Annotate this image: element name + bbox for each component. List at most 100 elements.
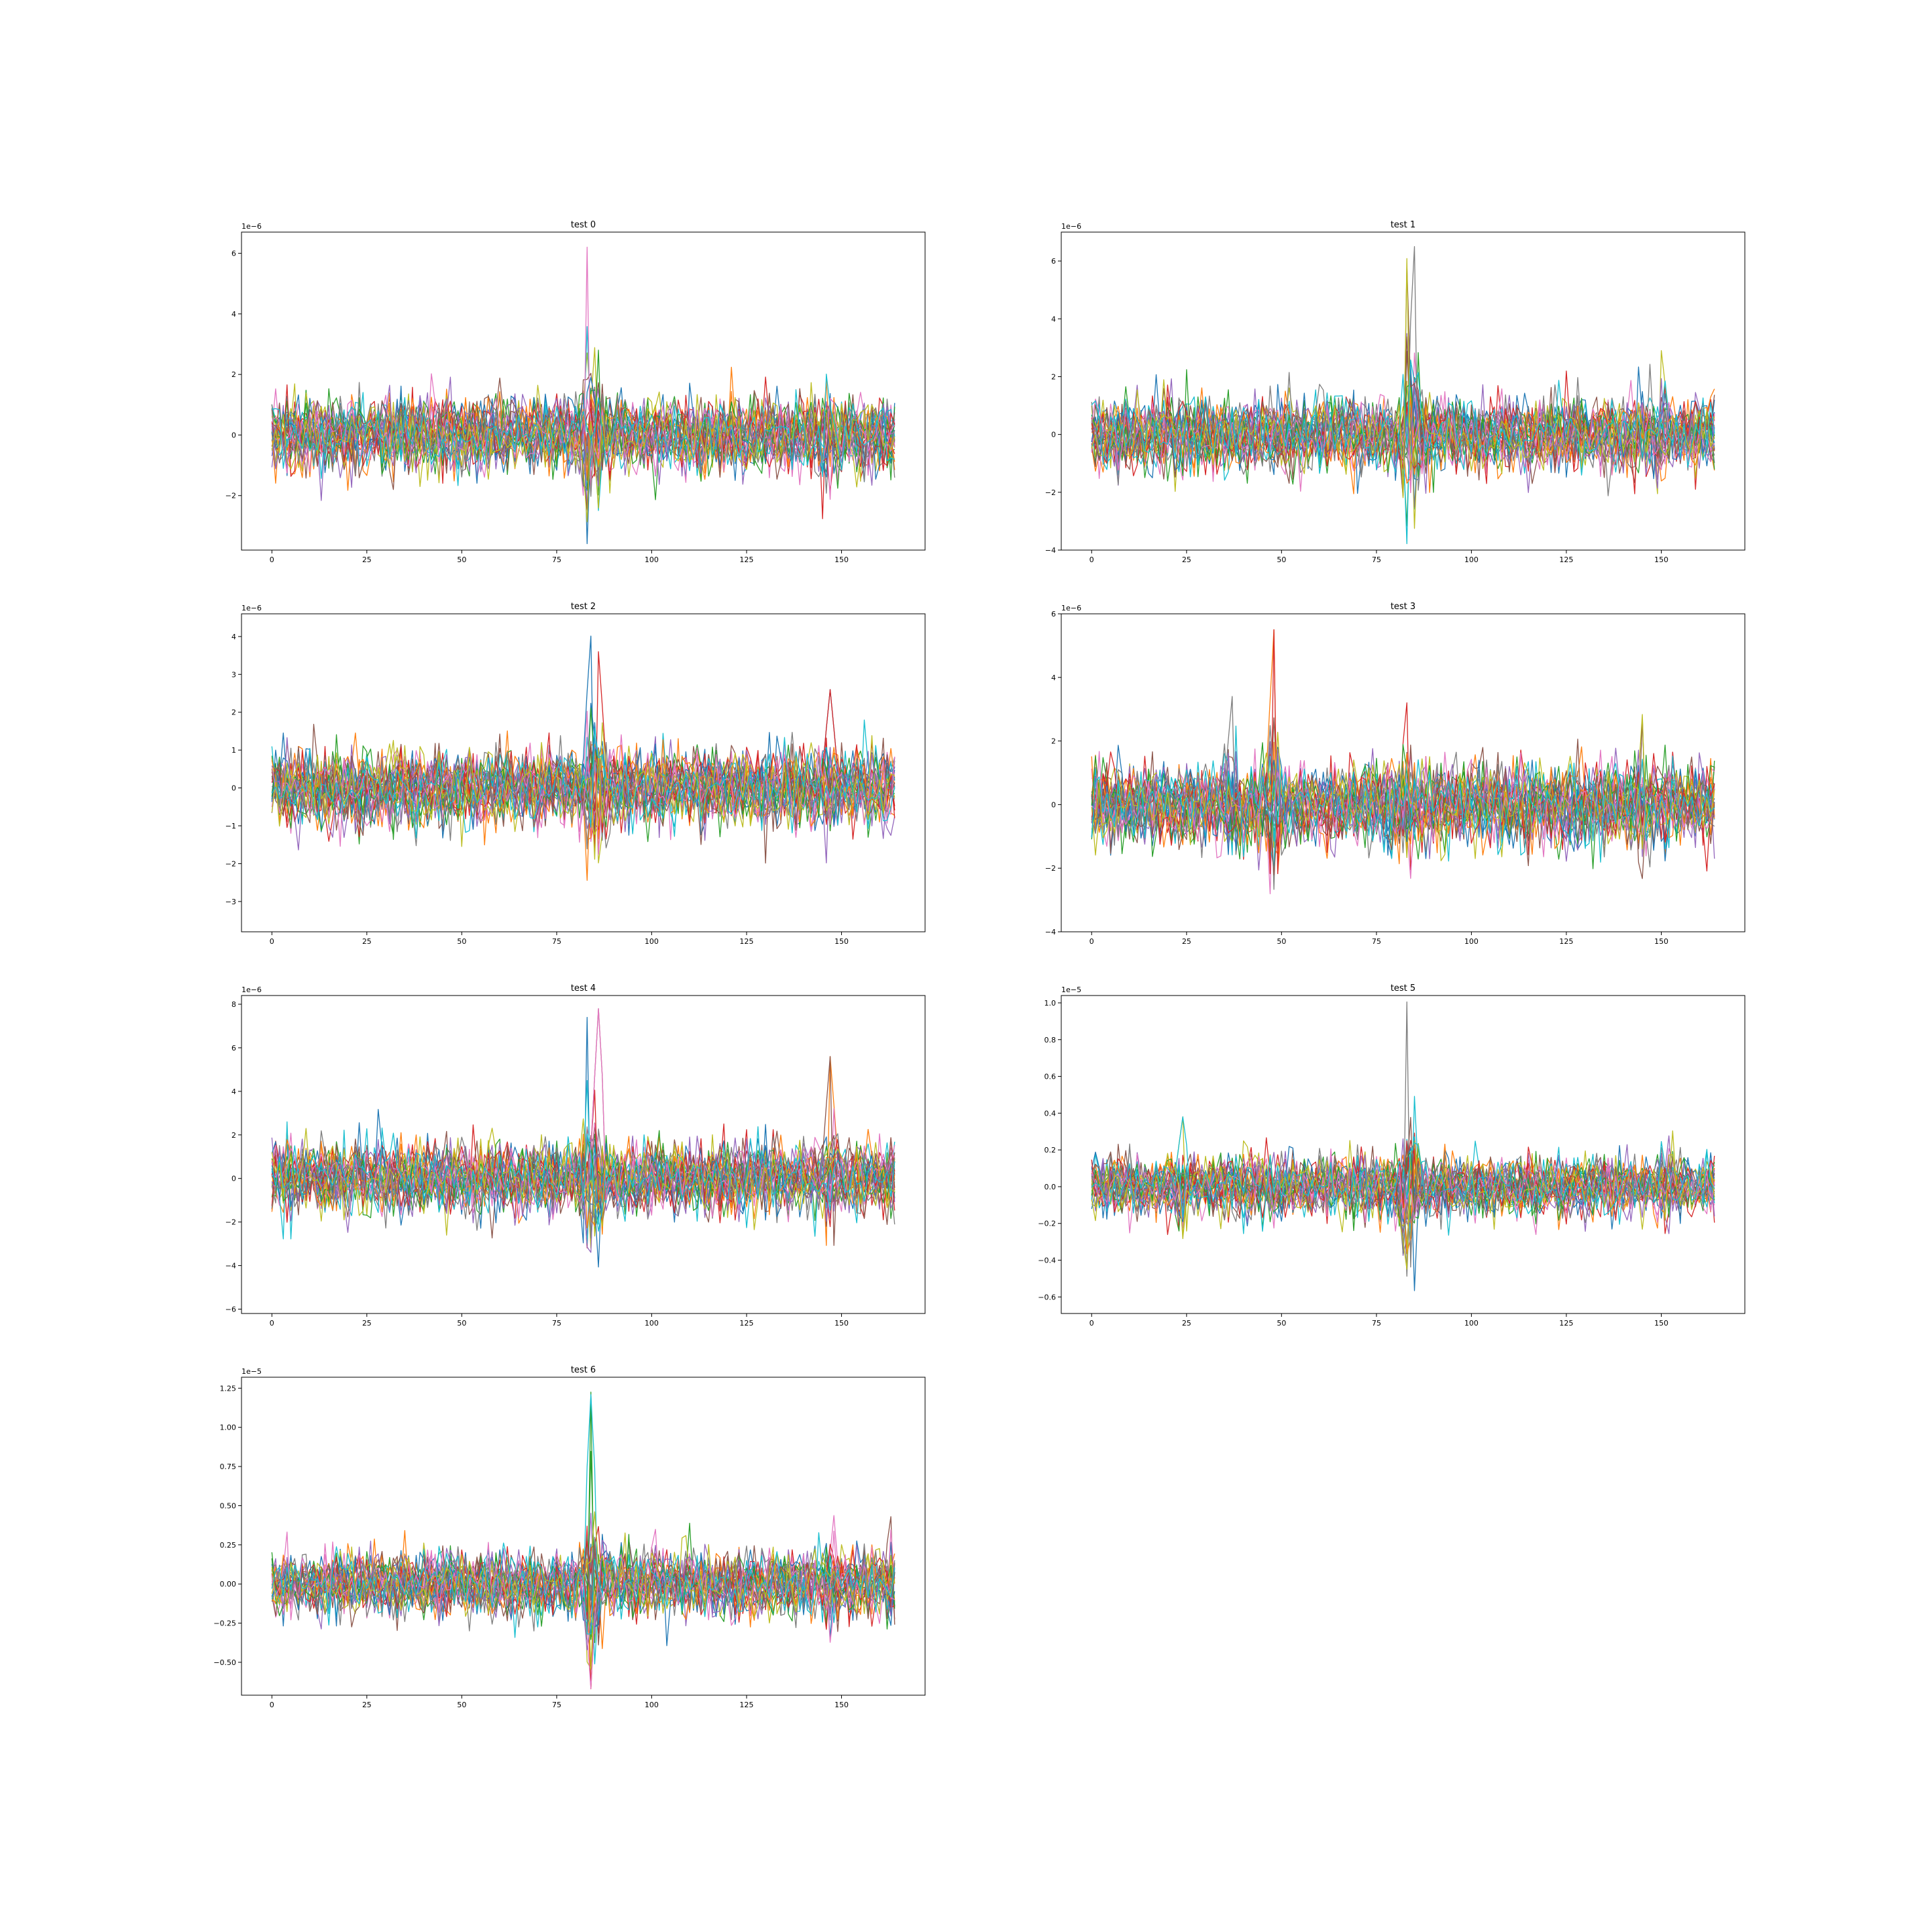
x-tick-label: 100 xyxy=(645,1701,659,1709)
x-tick-label: 100 xyxy=(1464,1319,1479,1328)
x-tick-label: 0 xyxy=(1089,555,1094,564)
y-tick-label: −0.50 xyxy=(213,1658,236,1667)
y-tick-label: 4 xyxy=(231,310,236,319)
y-tick-label: −0.6 xyxy=(1038,1293,1056,1301)
x-tick-label: 50 xyxy=(457,555,466,564)
x-tick-label: 25 xyxy=(1182,937,1191,946)
x-tick-label: 150 xyxy=(835,1701,849,1709)
subplot-title: test 5 xyxy=(1391,983,1415,994)
y-offset-label: 1e−6 xyxy=(1061,604,1081,612)
subplot-title: test 3 xyxy=(1391,602,1415,612)
x-tick-label: 125 xyxy=(739,937,753,946)
x-tick-label: 0 xyxy=(270,937,274,946)
y-tick-label: −0.25 xyxy=(213,1619,236,1628)
y-tick-label: 4 xyxy=(1051,315,1056,323)
x-tick-label: 125 xyxy=(1559,937,1573,946)
y-tick-label: 0.8 xyxy=(1044,1036,1057,1044)
y-tick-label: 3 xyxy=(231,670,236,679)
x-tick-label: 75 xyxy=(1372,1319,1381,1328)
y-tick-label: 1.25 xyxy=(220,1384,237,1393)
y-tick-label: 0 xyxy=(1051,800,1056,809)
y-tick-label: 0.75 xyxy=(220,1462,237,1471)
y-offset-label: 1e−6 xyxy=(1061,222,1081,231)
y-tick-label: 0.00 xyxy=(220,1580,237,1589)
y-tick-label: 0.4 xyxy=(1044,1109,1057,1118)
x-tick-label: 25 xyxy=(362,937,372,946)
x-tick-label: 125 xyxy=(739,1701,753,1709)
x-tick-label: 125 xyxy=(1559,555,1573,564)
y-tick-label: 6 xyxy=(231,250,236,258)
x-tick-label: 50 xyxy=(1277,1319,1286,1328)
y-tick-label: 4 xyxy=(231,633,236,641)
y-tick-label: 1 xyxy=(231,746,236,755)
x-tick-label: 25 xyxy=(362,1319,372,1328)
x-tick-label: 75 xyxy=(1372,555,1381,564)
y-tick-label: −6 xyxy=(225,1305,236,1314)
y-tick-label: 0.50 xyxy=(220,1501,237,1510)
x-tick-label: 125 xyxy=(739,1319,753,1328)
x-tick-label: 75 xyxy=(552,937,561,946)
y-tick-label: 0 xyxy=(1051,431,1056,439)
y-tick-label: 4 xyxy=(231,1087,236,1096)
subplot-title: test 6 xyxy=(571,1365,596,1375)
x-tick-label: 75 xyxy=(552,1701,561,1709)
y-tick-label: 0.0 xyxy=(1044,1183,1057,1191)
y-tick-label: −0.2 xyxy=(1038,1220,1056,1228)
x-tick-label: 0 xyxy=(270,555,274,564)
y-tick-label: 0.6 xyxy=(1044,1073,1057,1081)
x-tick-label: 0 xyxy=(270,1319,274,1328)
x-tick-label: 75 xyxy=(1372,937,1381,946)
y-tick-label: −3 xyxy=(225,898,236,906)
y-tick-label: 8 xyxy=(231,1000,236,1009)
x-tick-label: 150 xyxy=(835,937,849,946)
x-tick-label: 0 xyxy=(1089,937,1094,946)
x-tick-label: 50 xyxy=(1277,937,1286,946)
x-tick-label: 0 xyxy=(1089,1319,1094,1328)
y-tick-label: 1.00 xyxy=(220,1424,237,1432)
x-tick-label: 50 xyxy=(457,937,466,946)
y-tick-label: 2 xyxy=(231,708,236,717)
x-tick-label: 50 xyxy=(457,1319,466,1328)
y-offset-label: 1e−6 xyxy=(241,604,262,612)
y-tick-label: 0.2 xyxy=(1044,1146,1057,1155)
x-tick-label: 125 xyxy=(739,555,753,564)
x-tick-label: 100 xyxy=(1464,555,1479,564)
x-tick-label: 75 xyxy=(552,1319,561,1328)
x-tick-label: 50 xyxy=(457,1701,466,1709)
y-tick-label: 0 xyxy=(231,784,236,793)
x-tick-label: 100 xyxy=(645,555,659,564)
y-tick-label: −2 xyxy=(1045,864,1056,873)
x-tick-label: 25 xyxy=(1182,555,1191,564)
y-offset-label: 1e−5 xyxy=(1061,985,1081,994)
x-tick-label: 100 xyxy=(1464,937,1479,946)
x-tick-label: 100 xyxy=(645,937,659,946)
y-tick-label: 2 xyxy=(231,1131,236,1140)
y-tick-label: 1.0 xyxy=(1044,999,1057,1008)
y-tick-label: 0.25 xyxy=(220,1541,237,1550)
y-tick-label: −4 xyxy=(225,1262,236,1271)
y-tick-label: 2 xyxy=(231,370,236,379)
x-tick-label: 150 xyxy=(1654,937,1668,946)
x-tick-label: 150 xyxy=(1654,555,1668,564)
y-tick-label: −2 xyxy=(225,492,236,500)
subplot-title: test 0 xyxy=(571,220,596,230)
y-tick-label: −2 xyxy=(1045,488,1056,497)
y-tick-label: −0.4 xyxy=(1038,1256,1056,1265)
y-tick-label: 0 xyxy=(231,1175,236,1183)
x-tick-label: 25 xyxy=(362,555,372,564)
x-tick-label: 50 xyxy=(1277,555,1286,564)
y-tick-label: 2 xyxy=(1051,372,1056,381)
x-tick-label: 25 xyxy=(1182,1319,1191,1328)
y-tick-label: 0 xyxy=(231,431,236,439)
y-tick-label: 6 xyxy=(1051,257,1056,266)
subplot-title: test 4 xyxy=(571,983,596,994)
y-offset-label: 1e−6 xyxy=(241,222,262,231)
y-tick-label: 6 xyxy=(231,1044,236,1053)
x-tick-label: 100 xyxy=(645,1319,659,1328)
x-tick-label: 25 xyxy=(362,1701,372,1709)
x-tick-label: 125 xyxy=(1559,1319,1573,1328)
subplot-title: test 1 xyxy=(1391,220,1415,230)
y-tick-label: −2 xyxy=(225,859,236,868)
